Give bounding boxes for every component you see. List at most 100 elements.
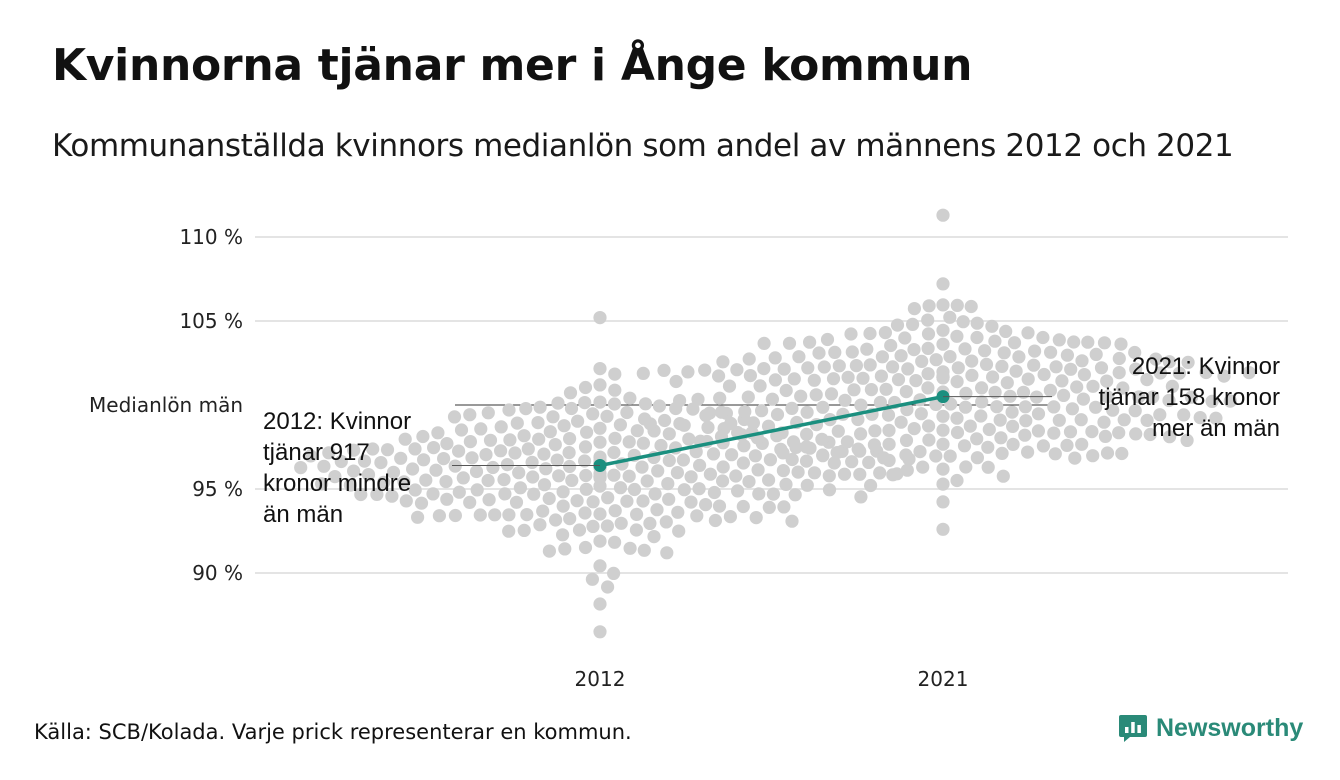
municipality-dot (901, 362, 915, 376)
municipality-dot (800, 427, 814, 441)
municipality-dot (1027, 358, 1041, 372)
municipality-dot (1172, 366, 1186, 380)
municipality-dot (652, 399, 667, 413)
annotation-2012-line: än män (263, 501, 343, 528)
municipality-dot (479, 448, 493, 462)
municipality-dot (757, 362, 771, 376)
municipality-dot (874, 369, 889, 383)
municipality-dot (1047, 426, 1061, 440)
municipality-dot (826, 372, 841, 386)
municipality-dot (671, 505, 685, 519)
municipality-dot (691, 392, 705, 406)
municipality-dot (907, 302, 922, 316)
municipality-dot (563, 432, 577, 446)
municipality-dot (936, 423, 950, 437)
municipality-dot (608, 504, 622, 518)
municipality-dot (537, 478, 552, 492)
y-tick-label: 90 % (192, 561, 243, 585)
municipality-dot (1074, 413, 1088, 427)
municipality-dot (779, 477, 793, 491)
municipality-dot (996, 469, 1010, 483)
municipality-dot (640, 474, 654, 488)
municipality-dot (943, 449, 957, 463)
municipality-dot (725, 448, 739, 462)
municipality-dot (585, 572, 600, 586)
municipality-dot (622, 469, 636, 483)
municipality-dot (1085, 425, 1099, 439)
municipality-dot (873, 466, 887, 480)
municipality-dot (406, 462, 420, 476)
municipality-dot (738, 405, 752, 419)
municipality-dot (900, 463, 914, 477)
municipality-dot (374, 456, 388, 470)
municipality-dot (753, 379, 767, 393)
municipality-dot (958, 400, 973, 414)
municipality-dot (593, 378, 607, 392)
municipality-dot (950, 425, 965, 440)
municipality-dot (613, 418, 628, 432)
municipality-dot (788, 488, 802, 502)
municipality-dot (463, 408, 477, 422)
municipality-dot (936, 522, 950, 536)
municipality-dot (361, 468, 376, 482)
municipality-dot (699, 498, 713, 512)
municipality-dot (377, 475, 391, 489)
municipality-dot (776, 464, 791, 478)
municipality-dot (1064, 362, 1078, 376)
municipality-dot (578, 396, 592, 410)
municipality-dot (1048, 447, 1062, 461)
municipality-dot (1098, 429, 1112, 443)
municipality-dot (469, 464, 484, 479)
municipality-dot (845, 455, 859, 469)
municipality-dot (1049, 360, 1063, 374)
municipality-dot (448, 459, 462, 473)
municipality-dot (607, 445, 621, 460)
municipality-dot (701, 420, 715, 434)
municipality-dot (906, 317, 920, 331)
municipality-dot (1132, 390, 1146, 404)
municipality-dot (681, 365, 695, 379)
municipality-dot (1031, 407, 1046, 421)
municipality-dot (651, 464, 665, 478)
municipality-dot (593, 625, 607, 639)
municipality-dot (549, 513, 563, 527)
municipality-dot (936, 337, 950, 351)
municipality-dot (958, 342, 972, 356)
municipality-dot (1075, 354, 1089, 368)
municipality-dot (629, 523, 644, 537)
municipality-dot (636, 494, 650, 508)
municipality-dot (427, 441, 441, 455)
municipality-dot (465, 451, 479, 465)
municipality-dot (752, 487, 766, 501)
municipality-dot (1153, 408, 1167, 422)
newsworthy-logo[interactable]: Newsworthy (1118, 713, 1303, 743)
municipality-dot (999, 324, 1013, 338)
municipality-dot (623, 391, 637, 405)
annotation-2021-line: mer än män (1152, 415, 1280, 442)
municipality-dot (294, 461, 308, 475)
municipality-dot (1116, 381, 1130, 395)
municipality-dot (637, 543, 651, 557)
municipality-dot (748, 449, 763, 463)
municipality-dot (809, 388, 823, 402)
municipality-dot (508, 446, 522, 460)
municipality-dot (762, 473, 776, 487)
municipality-dot (1180, 433, 1194, 447)
municipality-dot (817, 360, 831, 374)
municipality-dot (723, 509, 738, 524)
municipality-dot (502, 403, 516, 417)
municipality-dot (943, 310, 957, 324)
municipality-dot (636, 366, 650, 380)
municipality-dot (894, 415, 908, 429)
municipality-dot (620, 405, 634, 420)
municipality-dot (801, 361, 815, 375)
municipality-dot (1128, 404, 1142, 418)
municipality-dot (563, 511, 577, 526)
municipality-dot (643, 516, 657, 531)
municipality-dot (497, 473, 511, 487)
municipality-dot (698, 363, 712, 377)
municipality-dot (915, 354, 929, 368)
municipality-dot (1112, 366, 1126, 380)
municipality-dot (627, 482, 642, 497)
municipality-dot (751, 463, 765, 477)
